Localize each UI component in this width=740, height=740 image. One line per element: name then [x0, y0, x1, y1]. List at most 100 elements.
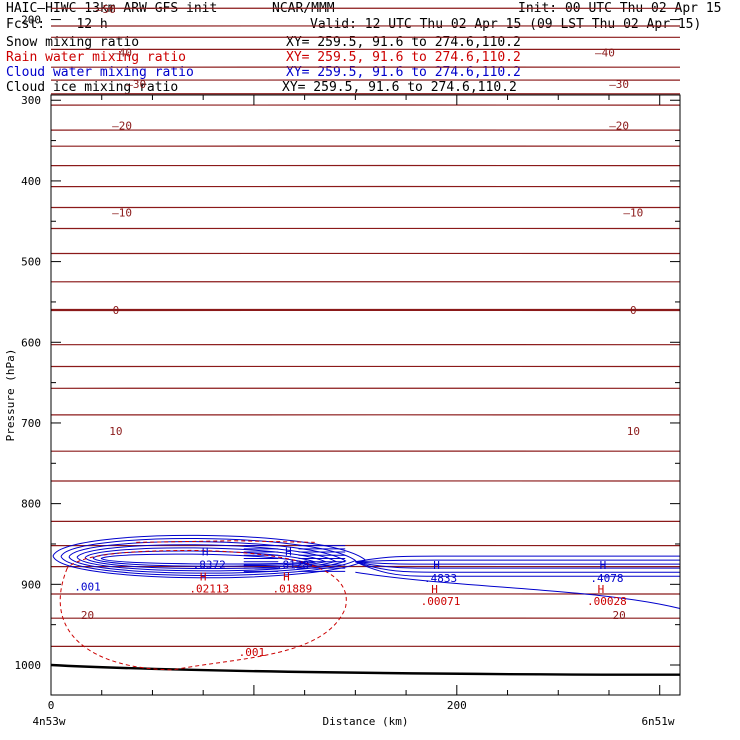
- x-tick-label: 200: [447, 699, 467, 712]
- isotherm-line: [50, 227, 681, 230]
- y-tick-label: 600: [21, 336, 41, 349]
- isotherm-line: [50, 7, 681, 10]
- isotherm-line: [50, 365, 681, 368]
- field-xy-snow: XY= 259.5, 91.6 to 274.6,110.2: [286, 35, 521, 50]
- plot-frame: [50, 94, 681, 696]
- field-xy-cloud-ice: XY= 259.5, 91.6 to 274.6,110.2: [282, 80, 517, 95]
- isotherm-line: [50, 25, 681, 27]
- cloud-water-contour: [355, 561, 680, 565]
- isotherm-line: [50, 48, 681, 51]
- isotherm-line: [50, 252, 681, 255]
- rain-water-max-marker: H: [431, 583, 438, 596]
- isotherm-line: [50, 185, 681, 188]
- isotherm-label: –20: [112, 119, 132, 132]
- rain-water-max-marker: H: [200, 571, 207, 584]
- isotherm-label: –40: [112, 47, 132, 60]
- isotherm-line: [50, 593, 681, 595]
- y-tick-label: 200: [21, 14, 41, 27]
- isotherm-label: 0: [113, 304, 120, 317]
- isotherm-line: [50, 104, 681, 106]
- isotherm-label: 20: [613, 609, 626, 622]
- cloud-water-contour: [355, 561, 680, 573]
- isotherm-label: –20: [609, 119, 629, 132]
- isotherm-label: 0: [630, 304, 637, 317]
- isotherm-line: [50, 129, 681, 131]
- y-tick-label: 900: [21, 578, 41, 591]
- y-tick-label: 400: [21, 175, 41, 188]
- cloud-water-contour: [355, 571, 681, 610]
- field-label-cloud-ice: Cloud ice mixing ratio: [6, 80, 179, 95]
- cloud-water-max-marker: H: [285, 546, 292, 559]
- isotherm-line: [50, 343, 681, 346]
- isotherm-line: [50, 450, 681, 453]
- rain-water-max-value: .00071: [421, 595, 461, 608]
- isotherm-line: [50, 36, 681, 39]
- isotherm-label: –50: [96, 3, 116, 16]
- isotherm-label: –40: [595, 47, 615, 60]
- cloud-water-max-marker: H: [202, 546, 209, 559]
- forecast-hour: Fcst: 12 h: [6, 17, 108, 32]
- rain-water-max-value: .01889: [273, 583, 313, 596]
- field-label-cloud-water: Cloud water mixing ratio: [6, 65, 194, 80]
- isotherm-line: [50, 280, 681, 283]
- isotherm-line: [50, 645, 681, 648]
- isotherm-label: 20: [81, 609, 94, 622]
- y-axis-title: Pressure (hPa): [4, 349, 17, 442]
- field-label-snow: Snow mixing ratio: [6, 35, 140, 50]
- rain-water-max-value: .02113: [189, 583, 229, 596]
- rain-water-contour: [59, 549, 347, 671]
- right-end-label: 6n51w: [641, 715, 674, 728]
- cloud-water-max-value: .8372: [193, 559, 226, 572]
- isotherm-line: [50, 92, 681, 95]
- isotherm-label: –30: [126, 78, 146, 91]
- x-tick-label: 0: [48, 699, 55, 712]
- field-label-rain: Rain water mixing ratio: [6, 50, 187, 65]
- cloud-water-contour: [355, 561, 680, 577]
- rain-water-max-marker: H: [598, 583, 605, 596]
- cloud-water-max-value: .4078: [590, 572, 623, 585]
- field-xy-rain: XY= 259.5, 91.6 to 274.6,110.2: [286, 50, 521, 65]
- y-tick-label: 1000: [15, 659, 42, 672]
- rain-water-max-value: .00028: [587, 595, 627, 608]
- cloud-water-contour: [355, 561, 680, 569]
- isotherm-line: [50, 544, 681, 547]
- cloud-water-contour: [355, 559, 680, 563]
- isotherm-line: [50, 164, 681, 167]
- isotherm-line: [50, 387, 681, 390]
- y-tick-label: 800: [21, 498, 41, 511]
- isotherm-line: [50, 79, 681, 81]
- cloud-water-contour: [60, 538, 357, 576]
- isotherm-line: [50, 308, 681, 312]
- x-axis-title: Distance (km): [322, 715, 408, 728]
- cloud-water-max-marker: H: [600, 559, 607, 572]
- isotherm-line: [50, 414, 681, 416]
- cloud-water-contour-label: .001: [74, 581, 101, 594]
- isotherm-line: [50, 480, 681, 482]
- cloud-water-contour: [68, 541, 347, 574]
- left-end-label: 4n53w: [32, 715, 65, 728]
- y-tick-label: 500: [21, 256, 41, 269]
- rain-water-contour-label: .001: [239, 646, 266, 659]
- isotherm-line: [50, 565, 681, 568]
- isotherm-label: –10: [623, 206, 643, 219]
- y-tick-label: 300: [21, 94, 41, 107]
- isotherm-line: [50, 617, 681, 620]
- cloud-water-max-marker: H: [433, 559, 440, 572]
- cloud-water-max-value: .8128: [276, 559, 309, 572]
- rain-water-max-marker: H: [283, 571, 290, 584]
- surface-line: [50, 663, 681, 676]
- valid-time: Valid: 12 UTC Thu 02 Apr 15 (09 LST Thu …: [310, 17, 702, 32]
- cloud-water-contour: [355, 555, 680, 563]
- isotherm-label: –30: [609, 78, 629, 91]
- isotherm-line: [50, 66, 681, 69]
- cloud-water-max-value: .4833: [424, 572, 457, 585]
- isotherm-label: –10: [112, 206, 132, 219]
- isotherm-line: [50, 520, 681, 523]
- y-tick-label: 700: [21, 417, 41, 430]
- isotherm-line: [50, 145, 681, 148]
- isotherm-label: 10: [109, 425, 122, 438]
- cloud-water-contour: [100, 553, 306, 565]
- field-xy-cloud-water: XY= 259.5, 91.6 to 274.6,110.2: [286, 65, 521, 80]
- isotherm-label: 10: [627, 425, 640, 438]
